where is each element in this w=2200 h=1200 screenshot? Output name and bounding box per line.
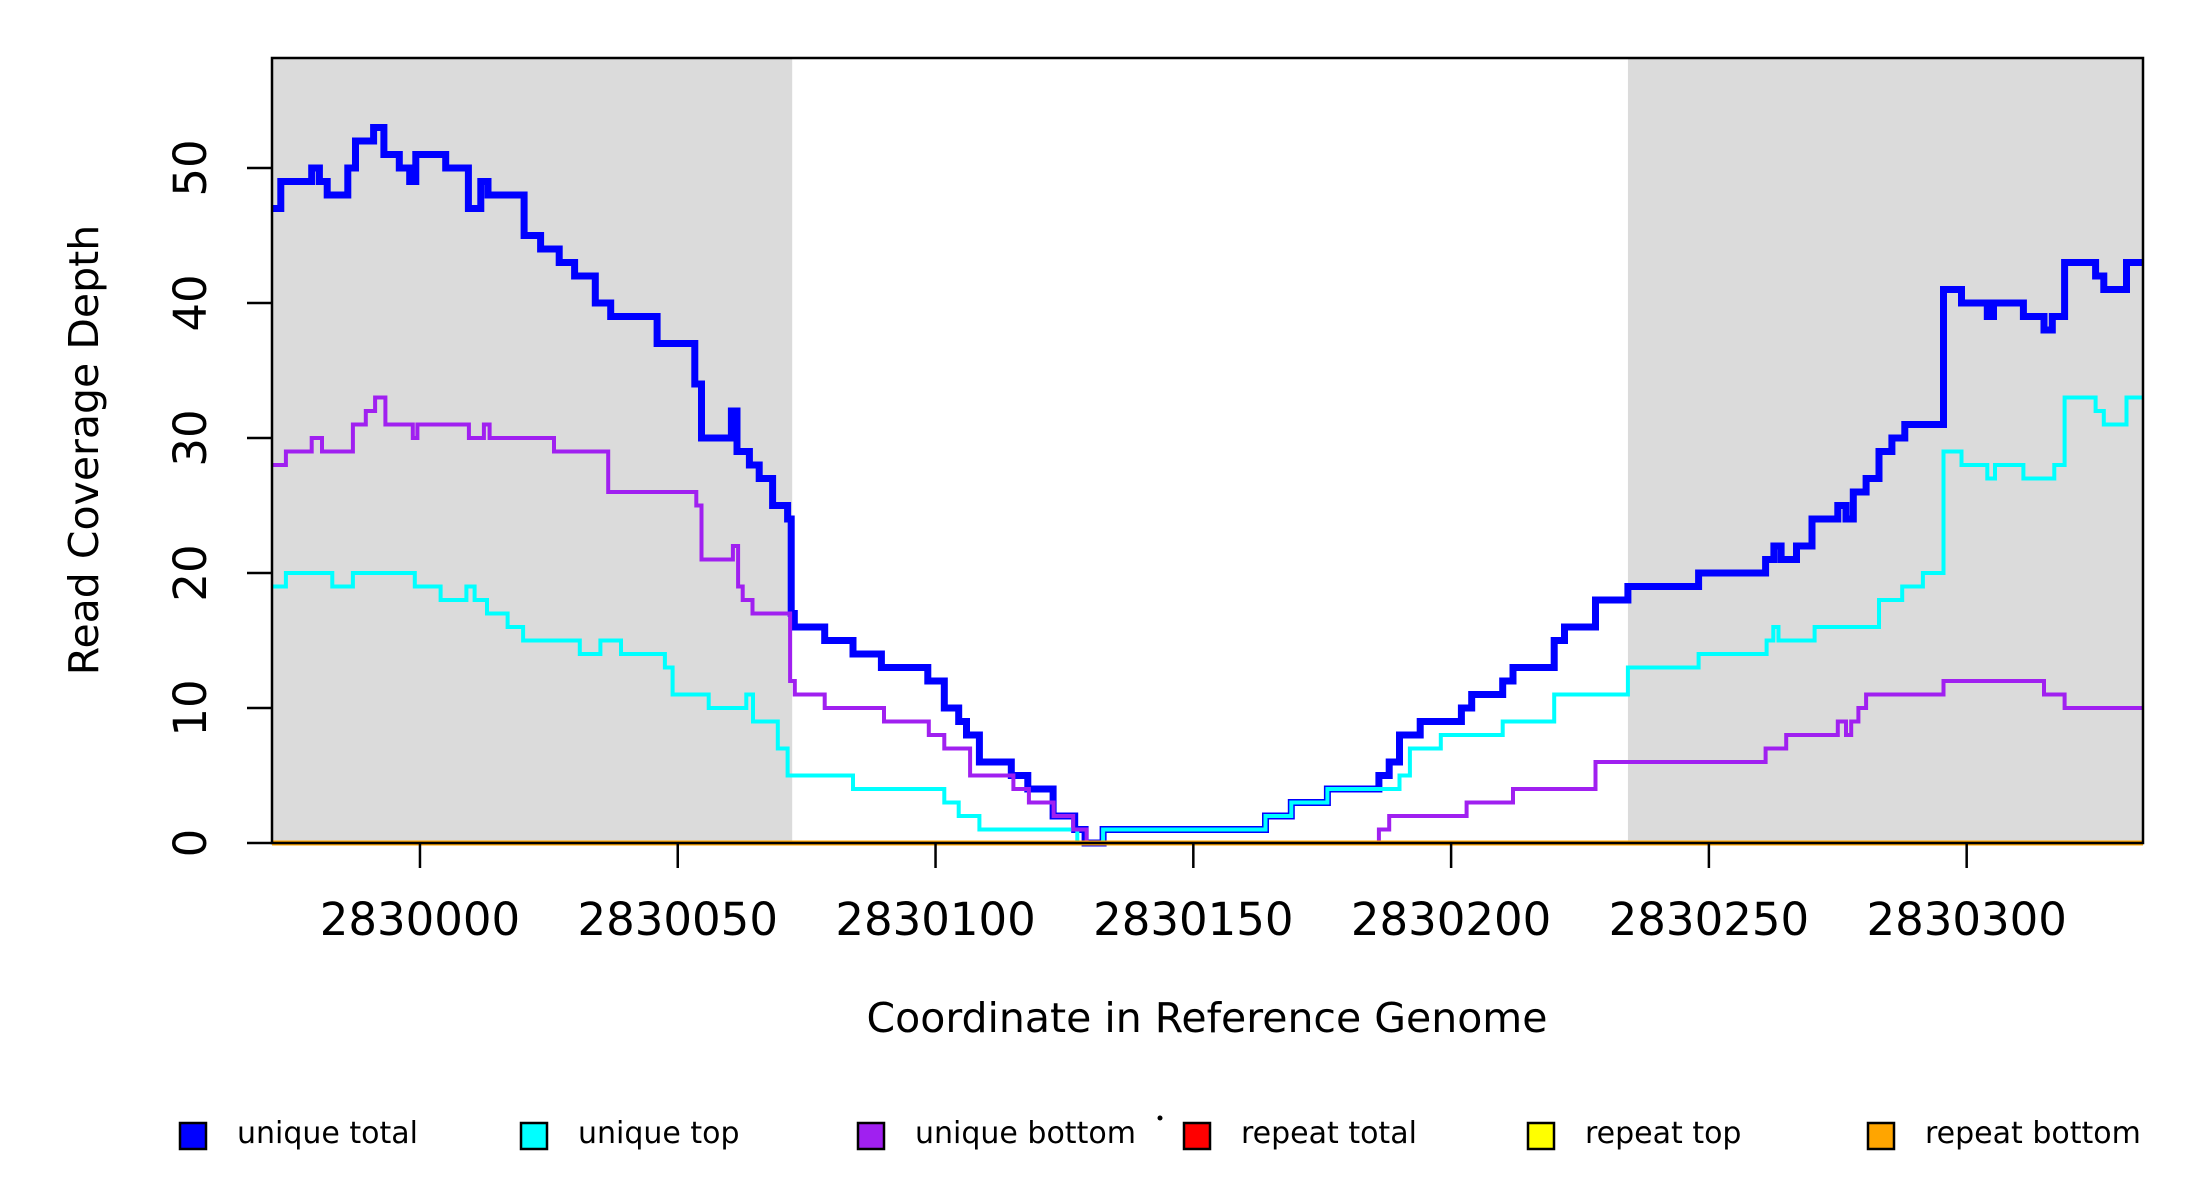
x-axis: 2830000 2830050 2830100 2830150 2830200 28302… (320, 843, 2067, 946)
y-tick-label: 40 (164, 274, 217, 331)
legend: unique total unique top unique bottom repea… (178, 1116, 2141, 1151)
x-tick-label: 2830150 (1093, 893, 1293, 946)
x-axis-title: Coordinate in Reference Genome (867, 994, 1548, 1042)
series-unique-bottom (272, 395, 2143, 845)
y-axis-title: Read Coverage Depth (60, 225, 108, 675)
legend-label: repeat top (1585, 1116, 1741, 1151)
legend-item: repeat total (1182, 1116, 1417, 1151)
legend-label: repeat total (1241, 1116, 1417, 1151)
legend-item: unique top (519, 1116, 740, 1151)
legend-swatch-unique-total (178, 1121, 208, 1151)
y-tick-label: 20 (164, 544, 217, 601)
y-axis: 0 10 20 30 40 50 (164, 139, 272, 857)
y-tick-label: 0 (164, 829, 217, 858)
legend-item: repeat top (1526, 1116, 1741, 1151)
legend-swatch-unique-bottom (856, 1121, 886, 1151)
stray-dot (1157, 1115, 1163, 1121)
x-tick-label: 2830200 (1351, 893, 1551, 946)
series-unique-top (272, 395, 2143, 845)
x-tick-label: 2830000 (320, 893, 520, 946)
y-tick-label: 50 (164, 139, 217, 196)
legend-item: unique bottom (856, 1116, 1136, 1151)
legend-label: repeat bottom (1925, 1116, 2141, 1151)
legend-item: unique total (178, 1116, 418, 1151)
legend-item: repeat bottom (1866, 1116, 2141, 1151)
legend-swatch-repeat-bottom (1866, 1121, 1896, 1151)
plot-box-rect (270, 56, 2145, 845)
legend-label: unique total (237, 1116, 418, 1151)
legend-swatch-unique-top (519, 1121, 549, 1151)
y-tick-label: 10 (164, 679, 217, 736)
x-tick-label: 2830250 (1609, 893, 1809, 946)
x-tick-label: 2830050 (578, 893, 778, 946)
legend-label: unique top (578, 1116, 740, 1151)
shaded-region (272, 58, 793, 843)
legend-swatch-repeat-total (1182, 1121, 1212, 1151)
x-tick-label: 2830300 (1866, 893, 2066, 946)
plot-box (270, 56, 2145, 845)
legend-label: unique bottom (915, 1116, 1136, 1151)
x-tick-label: 2830100 (835, 893, 1035, 946)
legend-swatch-repeat-top (1526, 1121, 1556, 1151)
y-tick-label: 30 (164, 409, 217, 466)
